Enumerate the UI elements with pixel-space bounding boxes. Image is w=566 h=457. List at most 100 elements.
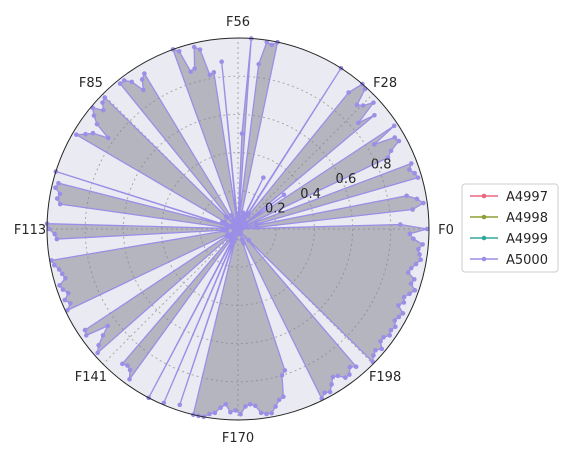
series-A5000 [44, 36, 430, 420]
plot-area: 0.2 0.4 0.6 0.8 F0 F28 F56 F85 F113 F141 F170 F198 [14, 15, 454, 446]
radial-tick-label: 0.8 [371, 158, 392, 173]
data-point [238, 229, 243, 235]
data-point [101, 107, 106, 113]
data-point [240, 210, 246, 215]
data-point [396, 138, 402, 144]
data-point [197, 47, 203, 52]
data-point [223, 402, 229, 407]
data-point [397, 222, 403, 227]
data-point [407, 167, 412, 172]
data-point [412, 170, 417, 176]
data-point [281, 394, 286, 400]
data-point [393, 324, 398, 330]
data-point [396, 303, 401, 308]
data-point [343, 375, 348, 380]
legend-item: A4999 [470, 232, 548, 247]
data-point [264, 39, 270, 45]
data-point [244, 222, 250, 228]
data-point [371, 100, 376, 105]
data-point [177, 402, 183, 408]
data-point [127, 367, 133, 373]
angular-tick-labels: F0 F28 F56 F85 F113 F141 F170 F198 [14, 15, 454, 446]
data-point [329, 382, 334, 387]
data-point [387, 333, 392, 338]
data-point [188, 69, 194, 74]
data-point [407, 231, 413, 237]
data-point [234, 215, 240, 220]
data-point [105, 323, 111, 329]
data-point [347, 364, 353, 370]
legend-marker [481, 214, 487, 220]
data-point [60, 287, 66, 292]
data-point [392, 318, 398, 323]
data-point [378, 338, 383, 344]
data-point [223, 214, 229, 219]
legend-marker [481, 193, 487, 199]
data-point [269, 42, 274, 48]
data-point [65, 290, 71, 296]
data-point [243, 404, 248, 409]
data-point [261, 175, 266, 180]
data-point [59, 271, 65, 277]
data-point [276, 397, 282, 403]
data-point [322, 390, 327, 396]
legend-marker [481, 235, 487, 241]
data-point [241, 240, 246, 246]
data-point [414, 196, 420, 202]
data-point [264, 411, 269, 417]
data-point [102, 95, 108, 100]
data-point [388, 327, 394, 333]
data-point [129, 79, 135, 85]
data-point [94, 121, 100, 127]
data-point [247, 402, 253, 407]
data-point [410, 207, 415, 212]
data-point [404, 193, 409, 199]
data-point [347, 372, 352, 377]
angular-tick-label: F141 [75, 370, 107, 385]
angular-tick-label: F0 [438, 223, 454, 238]
data-point [105, 135, 111, 141]
data-point [192, 66, 197, 71]
legend-label: A5000 [506, 253, 548, 268]
data-point [392, 135, 398, 140]
data-point [413, 261, 419, 267]
legend-label: A4998 [506, 211, 548, 226]
data-point [219, 219, 225, 225]
data-point [56, 267, 62, 272]
data-point [207, 411, 212, 417]
data-point [408, 265, 414, 271]
data-point [269, 410, 274, 416]
angular-tick-label: F28 [373, 76, 397, 91]
data-point [273, 404, 278, 409]
data-point [63, 275, 68, 281]
angular-grid-line [102, 228, 239, 365]
data-point [416, 246, 421, 252]
data-point [176, 49, 182, 54]
data-point [52, 231, 58, 237]
data-point [57, 283, 62, 288]
data-point [91, 113, 97, 118]
data-point [254, 221, 259, 227]
data-point [372, 112, 377, 118]
data-point [100, 333, 106, 338]
data-point [371, 353, 376, 358]
radial-tick-label: 0.4 [300, 187, 321, 202]
data-point [401, 294, 407, 300]
data-point [139, 77, 145, 82]
data-point [142, 71, 147, 76]
data-point [385, 155, 391, 160]
data-point [412, 277, 417, 282]
data-point [84, 333, 89, 338]
data-point [327, 389, 333, 395]
data-point [239, 131, 245, 136]
data-point [68, 300, 73, 306]
data-point [56, 180, 61, 186]
data-point [417, 252, 422, 257]
data-point [211, 70, 217, 75]
data-point [228, 409, 233, 415]
data-point [224, 228, 229, 233]
data-point [219, 59, 224, 65]
data-point [233, 408, 238, 413]
data-point [411, 236, 416, 242]
